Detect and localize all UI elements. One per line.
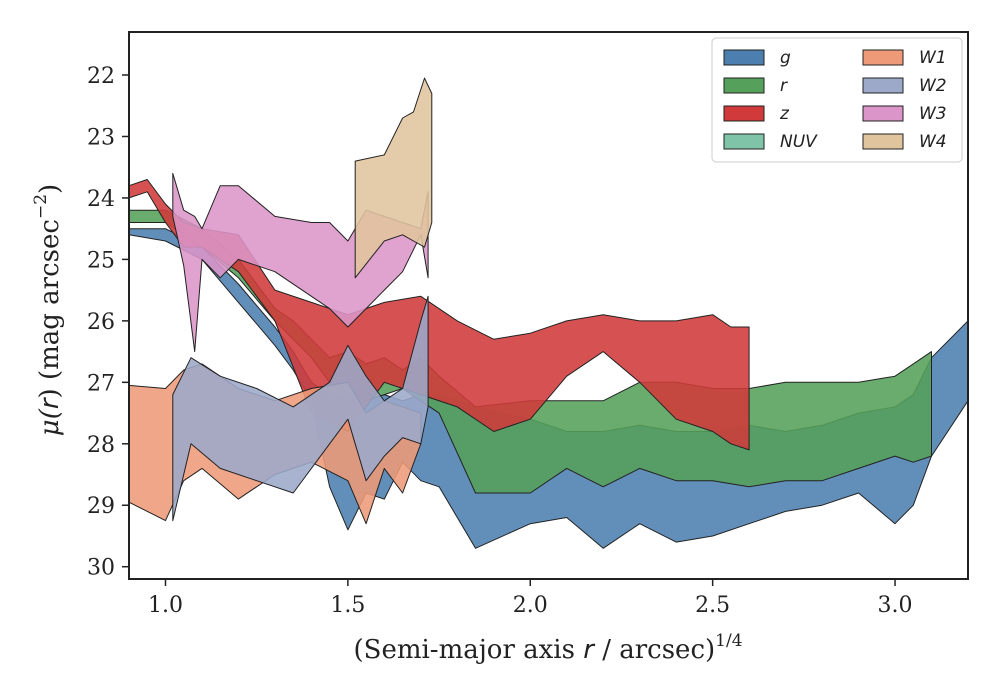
legend-box	[711, 37, 963, 163]
x-tick-label: 2.5	[695, 593, 730, 618]
x-tick-label: 2.0	[513, 593, 548, 618]
legend-label-w4: W4	[919, 132, 947, 152]
legend-swatch-nuv	[723, 133, 765, 150]
y-tick-label: 25	[87, 248, 115, 273]
legend-swatch-w3	[862, 105, 904, 122]
series-band-w2	[172, 295, 429, 522]
y-tick-label: 28	[87, 433, 115, 458]
legend-swatch-z	[723, 105, 765, 122]
y-tick-label: 30	[87, 556, 115, 581]
y-tick-label: 26	[87, 310, 115, 335]
x-tick-label: 1.5	[330, 593, 365, 618]
legend-swatch-r	[723, 77, 765, 94]
series-layer	[128, 77, 969, 549]
legend-label-nuv: NUV	[780, 132, 818, 152]
legend-label-z: z	[779, 104, 790, 124]
y-tick-label: 24	[87, 187, 115, 212]
y-axis-label-exponent: −2	[31, 194, 51, 219]
x-axis-label-part1: (Semi-major axis	[353, 635, 583, 665]
x-tick-label: 3.0	[878, 593, 913, 618]
tick-layer: 1.0 1.5 2.0 2.5 3.0 22 23 24 25 26 27 28 29 30	[87, 64, 913, 618]
x-tick-label: 1.0	[148, 593, 183, 618]
legend-label-r: r	[780, 76, 788, 96]
legend-swatch-g	[723, 49, 765, 66]
x-axis-label: (Semi-major axis r / arcsec)1/4	[353, 631, 742, 665]
x-axis-label-exponent: 1/4	[715, 631, 742, 651]
y-tick-label: 23	[87, 125, 115, 150]
series-band-w4	[354, 77, 433, 279]
y-tick-label: 27	[87, 371, 115, 396]
y-tick-label: 22	[87, 64, 115, 89]
y-axis-label-mu: μ(	[35, 408, 65, 436]
x-axis-label-part2: / arcsec)	[594, 635, 715, 665]
legend-label-w3: W3	[919, 104, 947, 124]
legend-swatch-w1	[862, 49, 904, 66]
legend: grz NUV W1 W2 W3 W4	[711, 37, 963, 163]
y-axis-label: μ(r) (mag arcsec−2)	[31, 184, 65, 436]
y-axis-label-close: )	[35, 184, 65, 194]
x-axis-label-var: r	[583, 635, 596, 665]
legend-label-g: g	[780, 48, 791, 68]
legend-swatch-w4	[862, 133, 904, 150]
legend-label-w2: W2	[919, 76, 947, 96]
legend-swatch-w2	[862, 77, 904, 94]
plot-frame	[128, 31, 969, 580]
y-axis-label-var: r	[35, 396, 65, 409]
series-band-z	[128, 179, 750, 451]
legend-label-w1: W1	[919, 48, 947, 68]
y-tick-label: 29	[87, 494, 115, 519]
y-axis-label-unit: ) (mag arcsec	[35, 219, 65, 398]
